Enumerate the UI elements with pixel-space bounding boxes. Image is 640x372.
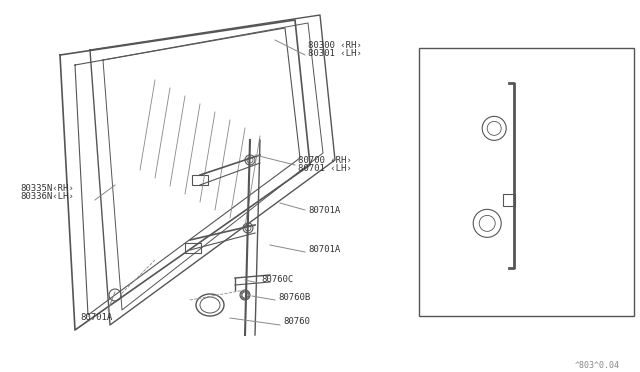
- Text: 80700‹RH›: 80700‹RH›: [552, 160, 594, 169]
- Bar: [503, 194, 515, 206]
- Text: 80730‹RH›: 80730‹RH›: [428, 232, 469, 241]
- Text: 80701A: 80701A: [308, 205, 340, 215]
- Text: 80701A: 80701A: [80, 314, 112, 323]
- Text: 80731‹LH›: 80731‹LH›: [428, 240, 469, 249]
- Text: 80701‹LH›: 80701‹LH›: [552, 168, 594, 177]
- Bar: [192, 175, 208, 185]
- Text: ^803^0.04: ^803^0.04: [575, 360, 620, 369]
- Text: 80760B: 80760B: [278, 294, 310, 302]
- Text: 80301 ‹LH›: 80301 ‹LH›: [308, 48, 362, 58]
- Text: 80701 ‹LH›: 80701 ‹LH›: [298, 164, 352, 173]
- Text: F/POWER WINDOW: F/POWER WINDOW: [428, 56, 502, 65]
- Text: 80336N‹LH›: 80336N‹LH›: [20, 192, 74, 201]
- Text: 80760: 80760: [283, 317, 310, 327]
- Text: 80335N‹RH›: 80335N‹RH›: [20, 183, 74, 192]
- Text: 80700 ‹RH›: 80700 ‹RH›: [298, 155, 352, 164]
- Bar: [185, 243, 201, 253]
- Text: 80701A: 80701A: [308, 246, 340, 254]
- Bar: [419, 48, 634, 316]
- Text: 80300 ‹RH›: 80300 ‹RH›: [308, 41, 362, 49]
- Text: 80760C: 80760C: [261, 275, 293, 283]
